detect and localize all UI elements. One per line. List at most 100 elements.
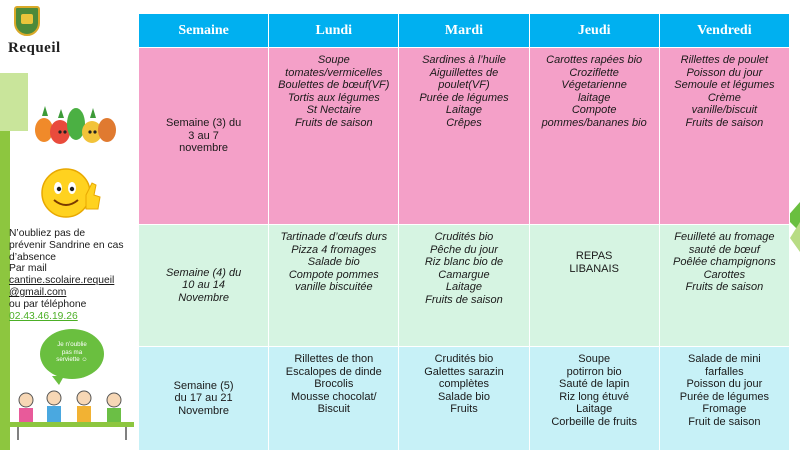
menu-item: sauté de bœuf <box>688 243 760 256</box>
menu-item: Fromage <box>702 403 747 416</box>
menu-item: Corbeille de fruits <box>551 415 637 428</box>
email-link[interactable]: @gmail.com <box>9 286 67 298</box>
notice-line: Par mail <box>9 263 47 275</box>
menu-cell-lundi: Rillettes de thon Escalopes de dinde Bro… <box>268 346 400 450</box>
thumbs-up-smiley-icon <box>41 168 101 218</box>
menu-item: Laitage <box>445 104 483 117</box>
left-accent-bar-light <box>0 73 28 131</box>
menu-item: Fruits de saison <box>685 281 764 294</box>
week-line: Semaine (3) du <box>165 117 242 130</box>
menu-item: Salade bio <box>437 390 490 403</box>
menu-item: Croziflette <box>569 66 619 79</box>
menu-item: Crudités bio <box>434 231 494 243</box>
week-line: du 17 au 21 <box>174 392 233 405</box>
menu-item: Camargue <box>438 268 490 281</box>
week-line: 10 au 14 <box>182 279 225 292</box>
menu-item: Tartinade d’œufs durs <box>280 231 388 243</box>
notice-line: prévenir Sandrine en cas <box>9 239 124 251</box>
menu-item: Laitage <box>445 281 483 294</box>
menu-item: laitage <box>577 91 611 104</box>
week-cell: Semaine (3) du 3 au 7 novembre <box>137 47 270 225</box>
menu-cell-jeudi: REPAS LIBANAIS <box>528 224 660 347</box>
logo-text: Requeil <box>8 40 61 56</box>
menu-item: Carottes rapées bio <box>546 54 643 66</box>
week-line: Semaine (5) <box>173 379 234 392</box>
green-corner-decoration <box>786 202 800 252</box>
menu-item: complètes <box>438 378 490 391</box>
vegetables-illustration-icon <box>35 106 116 144</box>
header-vendredi: Vendredi <box>658 13 791 48</box>
menu-cell-mardi: Crudités bio Galettes sarazin complètes … <box>398 346 530 450</box>
menu-item: Brocolis <box>314 378 354 391</box>
header-lundi: Lundi <box>268 13 400 48</box>
menu-item: farfalles <box>705 365 744 378</box>
header-jeudi: Jeudi <box>528 13 660 48</box>
week-line: Novembre <box>178 291 229 304</box>
menu-item: Pizza 4 fromages <box>291 243 377 256</box>
absence-notice: N’oubliez pas de prévenir Sandrine en ca… <box>9 228 134 322</box>
menu-item: vanille biscuitée <box>294 281 373 294</box>
header-mardi: Mardi <box>398 13 530 48</box>
menu-item: Sardines à l’huile <box>422 54 506 66</box>
week-line: Novembre <box>178 404 229 417</box>
menu-item: REPAS <box>575 250 613 262</box>
menu-item: Escalopes de dinde <box>285 365 382 378</box>
menu-item: Riz long étuvé <box>559 390 630 403</box>
town-crest-icon <box>14 6 40 36</box>
menu-item: LIBANAIS <box>569 262 619 275</box>
week-cell: Semaine (4) du 10 au 14 Novembre <box>137 224 270 347</box>
menu-cell-mardi: Sardines à l’huile Aiguillettes de poule… <box>398 47 530 225</box>
menu-item: Salade bio <box>307 256 360 269</box>
napkin-reminder-bubble: Je n’oublie pas ma serviette ☺ <box>40 329 104 385</box>
menu-item: Biscuit <box>317 403 350 416</box>
menu-item: Crudités bio <box>434 353 494 365</box>
table-header-row: Semaine Lundi Mardi Jeudi Vendredi <box>137 13 791 48</box>
menu-item: Salade de mini <box>687 353 761 365</box>
menu-item: tomates/vermicelles <box>285 66 383 79</box>
week-line: Semaine (4) du <box>165 266 242 279</box>
menu-item: Compote <box>571 104 617 117</box>
menu-cell-jeudi: Soupe potirron bio Sauté de lapin Riz lo… <box>528 346 660 450</box>
menu-item: Mousse chocolat/ <box>290 390 377 403</box>
menu-item: Compote pommes <box>288 268 379 281</box>
menu-item: Soupe <box>317 54 350 66</box>
menu-item: potirron bio <box>566 365 622 378</box>
menu-item: Sauté de lapin <box>558 378 630 391</box>
notice-line: d’absence <box>9 251 56 263</box>
phone-link[interactable]: 02.43.46.19.26 <box>9 310 78 322</box>
menu-item: Poêlée champignons <box>673 256 776 269</box>
bubble-line: serviette ☺ <box>56 356 88 364</box>
menu-cell-vendredi: Rillettes de poulet Poisson du jour Semo… <box>658 47 791 225</box>
menu-item: Purée de légumes <box>679 390 770 403</box>
menu-item: Feuilleté au fromage <box>674 231 775 243</box>
bubble-line: Je n’oublie <box>57 341 87 348</box>
menu-item: Rillettes de poulet <box>680 54 769 66</box>
header-semaine: Semaine <box>137 13 270 48</box>
menu-item: Riz blanc bio de <box>424 256 504 269</box>
menu-item: Fruits de saison <box>425 293 503 306</box>
menu-item: Poisson du jour <box>686 66 763 79</box>
email-link[interactable]: cantine.scolaire.requeil <box>9 275 115 287</box>
menu-cell-jeudi: Carottes rapées bio Croziflette Végetari… <box>528 47 660 225</box>
menu-item: Boulettes de bœuf(VF) <box>278 79 390 92</box>
menu-item: Soupe <box>578 353 611 365</box>
menu-item: Crêpes <box>446 116 482 129</box>
menu-item: St Nectaire <box>306 104 361 117</box>
menu-item: Galettes sarazin <box>424 365 504 378</box>
menu-item: Tortis aux légumes <box>287 91 380 104</box>
bubble-line: pas ma <box>61 348 83 356</box>
menu-item: Fruits de saison <box>685 116 764 129</box>
menu-item: Purée de légumes <box>419 91 509 104</box>
week-cell: Semaine (5) du 17 au 21 Novembre <box>137 346 270 450</box>
menu-item: Poisson du jour <box>686 378 763 391</box>
menu-item: Rillettes de thon <box>294 353 374 365</box>
menu-cell-vendredi: Salade de mini farfalles Poisson du jour… <box>658 346 791 450</box>
menu-item: Semoule et légumes <box>674 79 775 92</box>
menu-item: poulet(VF) <box>438 79 490 92</box>
menu-item: Pêche du jour <box>430 243 498 256</box>
weekly-menu-table: Semaine Lundi Mardi Jeudi Vendredi Semai… <box>137 13 791 450</box>
menu-item: Fruit de saison <box>688 415 761 428</box>
menu-item: Laitage <box>576 403 613 416</box>
table-row: Semaine (5) du 17 au 21 Novembre Rillett… <box>137 346 791 450</box>
notice-line: ou par téléphone <box>9 298 87 310</box>
